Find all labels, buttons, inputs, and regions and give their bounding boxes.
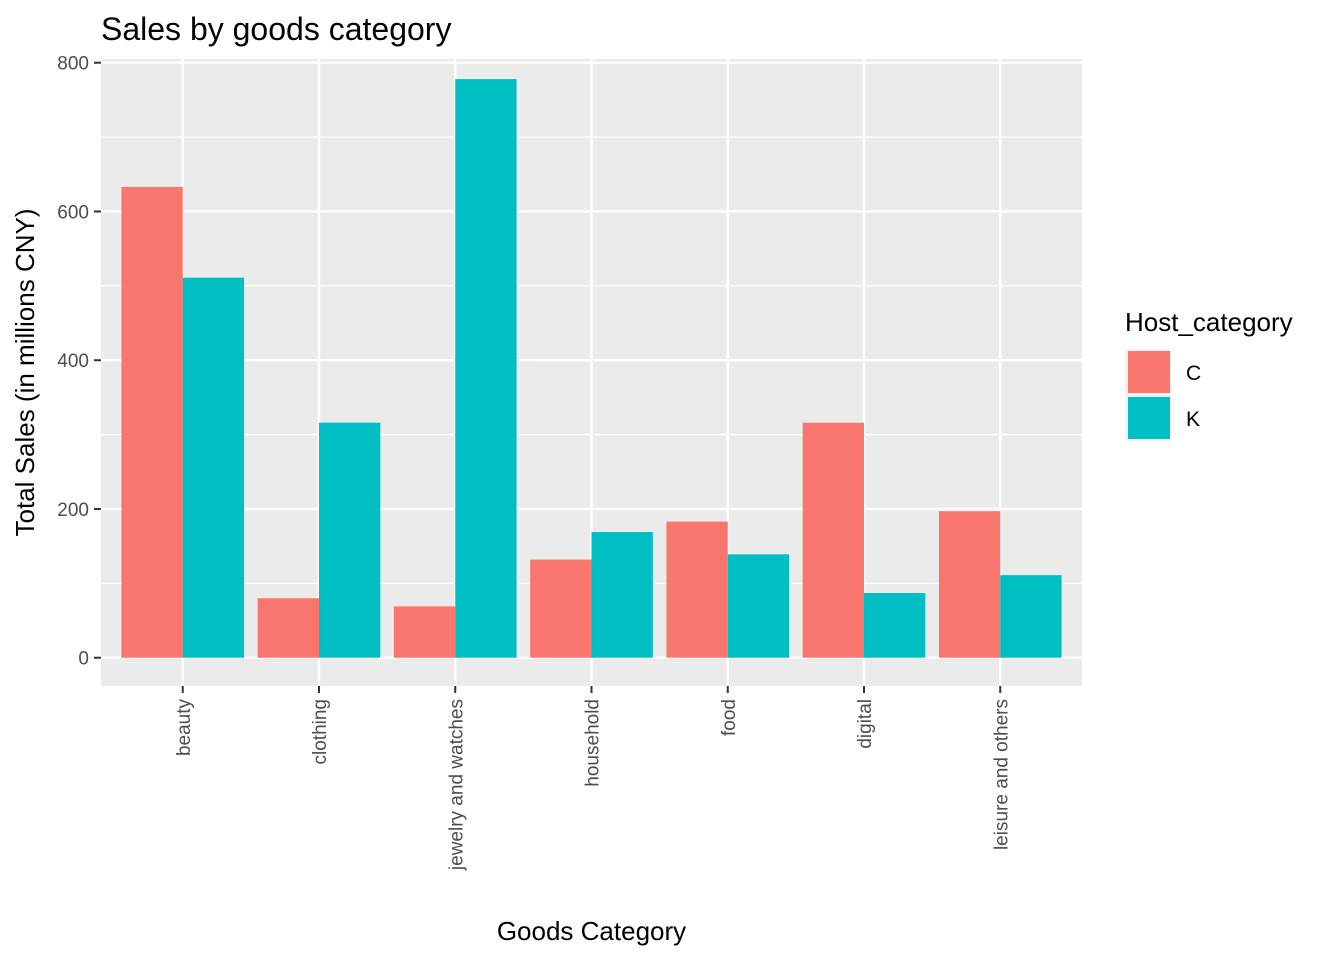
legend: Host_category CK xyxy=(1125,307,1293,441)
legend-label-C: C xyxy=(1186,362,1201,385)
x-tick-label: food xyxy=(719,699,740,736)
legend-items: CK xyxy=(1125,349,1201,441)
bar-K-leisure-and-others xyxy=(1000,575,1062,658)
axes: 0 200 400 600 800 beauty clothing jewelry and w… xyxy=(57,54,1012,871)
y-tick-label: 400 xyxy=(57,351,89,372)
x-tick-label: jewelry and watches xyxy=(446,699,467,871)
bar-C-digital xyxy=(802,422,864,658)
bar-K-food xyxy=(727,554,790,658)
x-tick-label: digital xyxy=(855,699,876,749)
legend-swatch-C xyxy=(1128,351,1170,393)
bar-K-beauty xyxy=(182,277,245,658)
legend-swatch-K xyxy=(1128,397,1170,439)
y-tick-label: 800 xyxy=(57,54,89,75)
legend-label-K: K xyxy=(1186,408,1200,431)
bar-K-household xyxy=(591,532,653,658)
bar-C-food xyxy=(666,521,728,658)
x-axis-title: Goods Category xyxy=(497,916,686,946)
x-tick-label: clothing xyxy=(310,699,331,765)
bar-C-clothing xyxy=(257,598,319,658)
bar-C-jewelry-and-watches xyxy=(393,606,456,658)
y-tick-label: 200 xyxy=(57,500,89,521)
bar-C-leisure-and-others xyxy=(938,511,1001,658)
bar-K-jewelry-and-watches xyxy=(455,79,517,658)
x-tick-label: beauty xyxy=(174,699,195,757)
bar-K-digital xyxy=(864,593,926,658)
bar-K-clothing xyxy=(319,422,381,658)
y-tick-label: 600 xyxy=(57,202,89,223)
x-tick-label: leisure and others xyxy=(991,699,1012,850)
y-tick-label: 0 xyxy=(78,649,89,670)
bars xyxy=(121,79,1062,658)
x-tick-label: household xyxy=(583,699,604,787)
bar-C-household xyxy=(530,559,592,658)
legend-title: Host_category xyxy=(1125,307,1293,337)
chart-title: Sales by goods category xyxy=(101,11,451,47)
bar-C-beauty xyxy=(121,186,183,658)
y-axis-title: Total Sales (in millions CNY) xyxy=(10,209,40,537)
